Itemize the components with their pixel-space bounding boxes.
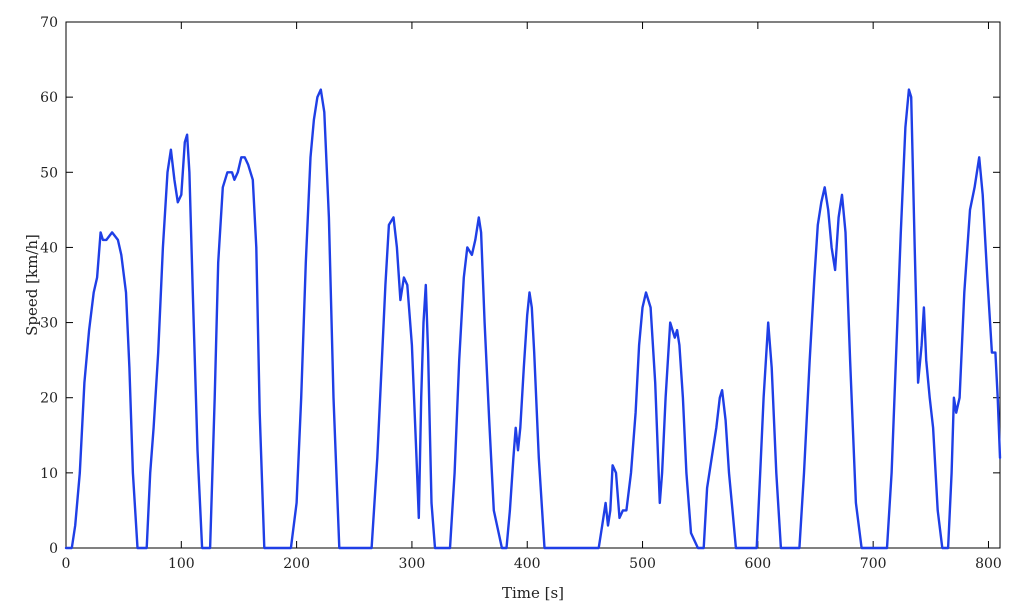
y-tick-label: 30 [40,316,58,332]
y-tick-label: 70 [40,15,58,31]
x-tick-label: 500 [629,556,656,572]
x-tick-label: 0 [62,556,71,572]
y-tick-label: 40 [40,240,58,256]
x-tick-label: 100 [168,556,195,572]
x-tick-label: 600 [744,556,771,572]
axis-ticks: 0 100 200 300 400 500 600 700 800 0 10 20 30 40 50 60 70 [40,15,1002,572]
x-tick-label: 200 [283,556,310,572]
y-tick-label: 60 [40,90,58,106]
x-tick-label: 400 [514,556,541,572]
x-tick-label: 700 [860,556,887,572]
y-tick-label: 20 [40,391,58,407]
x-axis-title: Time [s] [502,584,564,602]
plot-area [65,21,1001,549]
y-tick-label: 0 [49,541,58,557]
y-tick-label: 10 [40,466,58,482]
series-line [64,88,1002,550]
x-tick-label: 300 [399,556,426,572]
y-axis-title: Speed [km/h] [23,234,41,336]
y-tick-label: 50 [40,165,58,181]
x-tick-label: 800 [975,556,1002,572]
